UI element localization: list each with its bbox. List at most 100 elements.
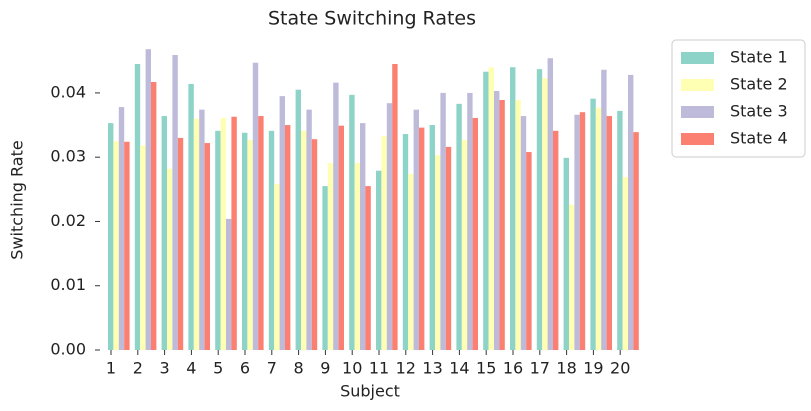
y-tick-label: 0.01: [50, 275, 86, 294]
bar: [520, 116, 527, 351]
x-tick-label: 10: [342, 359, 362, 378]
bar: [617, 110, 623, 350]
bar: [220, 117, 226, 350]
bar: [306, 109, 312, 351]
bar: [472, 117, 478, 350]
bar: [542, 78, 548, 350]
x-tick-label: 13: [422, 359, 442, 378]
bar: [633, 132, 639, 350]
bar: [494, 90, 500, 350]
bar: [574, 114, 580, 350]
bar: [199, 109, 205, 351]
legend-swatch: [681, 52, 714, 64]
bar: [628, 74, 634, 350]
legend-label: State 3: [730, 102, 788, 121]
bar: [402, 134, 409, 350]
x-tick-label: 4: [186, 359, 196, 378]
x-tick-label: 3: [160, 359, 170, 378]
bar: [151, 81, 157, 350]
bar: [376, 170, 382, 350]
x-tick-label: 16: [503, 359, 523, 378]
bar: [392, 63, 398, 350]
bar: [231, 116, 237, 350]
x-tick-label: 6: [240, 359, 250, 378]
legend-label: State 2: [730, 75, 788, 94]
bar: [510, 67, 516, 351]
bar: [440, 92, 446, 351]
x-tick-label: 11: [369, 359, 389, 378]
bar: [595, 107, 602, 350]
bar: [429, 125, 435, 350]
bar: [333, 82, 339, 350]
bar: [435, 155, 441, 350]
x-tick-label: 8: [294, 359, 304, 378]
bar: [553, 130, 559, 350]
bar: [590, 98, 596, 350]
bar: [445, 146, 452, 350]
bar: [193, 118, 200, 350]
bar: [467, 92, 473, 351]
bar: [338, 125, 344, 350]
bar: [247, 139, 253, 350]
x-tick-label: 18: [556, 359, 576, 378]
bar: [536, 69, 543, 350]
chart-title: State Switching Rates: [268, 8, 476, 30]
x-tick-label: 9: [320, 359, 330, 378]
x-tick-label: 17: [530, 359, 550, 378]
bar: [322, 186, 328, 350]
bar: [327, 162, 334, 350]
x-tick-label: 20: [610, 359, 630, 378]
legend-box: [671, 39, 806, 158]
bar: [274, 184, 280, 350]
bar: [301, 130, 307, 350]
bar: [419, 127, 425, 350]
bar: [161, 116, 167, 351]
bar: [499, 99, 505, 351]
bar: [188, 83, 194, 350]
x-tick-label: 1: [106, 359, 116, 378]
bar: [252, 62, 259, 350]
y-tick-label: 0.02: [50, 211, 86, 230]
x-tick-label: 12: [396, 359, 416, 378]
y-tick-label: 0.04: [50, 82, 86, 101]
bar: [622, 177, 628, 350]
bar: [483, 71, 489, 350]
y-tick-label: 0.03: [50, 147, 86, 166]
bar: [279, 96, 285, 351]
bar: [113, 141, 119, 350]
x-tick-label: 5: [213, 359, 223, 378]
bar: [226, 218, 232, 350]
bar: [456, 103, 462, 350]
x-tick-label: 19: [583, 359, 603, 378]
bar: [215, 130, 221, 350]
legend-swatch: [681, 79, 714, 91]
bar: [295, 89, 301, 351]
bar: [311, 139, 318, 350]
bar: [488, 67, 494, 351]
bar: [204, 143, 210, 350]
bar: [569, 204, 575, 350]
bar: [579, 112, 586, 350]
legend-label: State 1: [730, 48, 788, 67]
bar: [526, 152, 532, 350]
x-tick-label: 14: [449, 359, 469, 378]
legend-label: State 4: [730, 129, 788, 148]
bar: [124, 141, 130, 350]
bar: [563, 157, 569, 350]
bar: [386, 103, 393, 351]
x-axis-label: Subject: [340, 382, 400, 401]
bar: [349, 94, 355, 350]
x-tick-label: 7: [267, 359, 277, 378]
bar: [242, 132, 248, 350]
y-tick-label: 0.00: [50, 340, 86, 359]
bar: [515, 99, 521, 351]
bar: [177, 137, 184, 350]
bar: [408, 173, 414, 350]
bar: [118, 107, 125, 350]
bar: [167, 168, 173, 350]
x-tick-label: 2: [133, 359, 143, 378]
bar: [461, 139, 468, 350]
bar: [258, 116, 264, 351]
bar: [381, 135, 387, 350]
